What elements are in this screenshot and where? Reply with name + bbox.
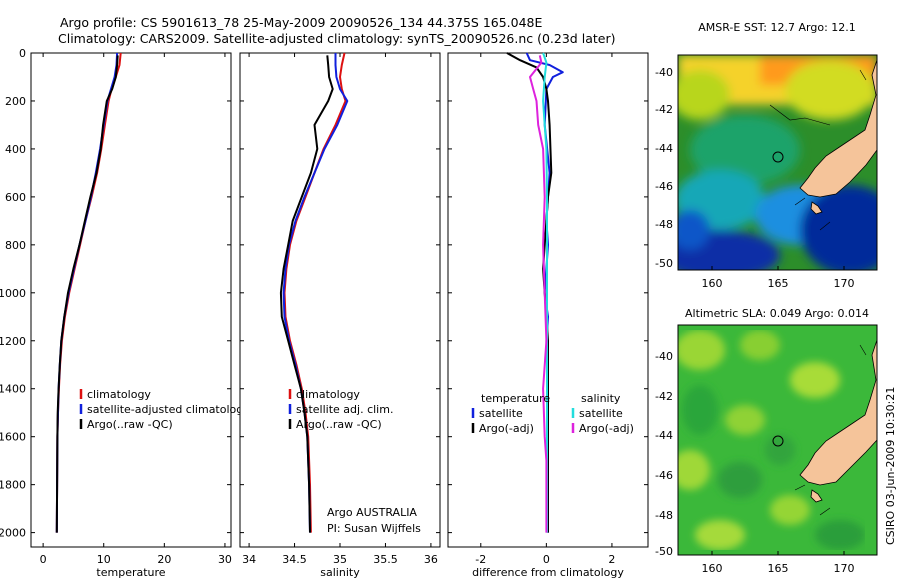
- x-tick-label: 30: [218, 553, 232, 566]
- sla-map-image: [678, 325, 877, 555]
- x-tick-label: 34: [242, 553, 256, 566]
- legend-label: satellite-adjusted climatology: [87, 403, 250, 416]
- legend-label: climatology: [296, 388, 360, 401]
- sla-ytick-m46: -46: [655, 469, 673, 482]
- legend-label: Argo(..raw -QC): [87, 418, 173, 431]
- sst-ytick-m44: -44: [655, 142, 673, 155]
- argo-float-marker-sla: [772, 435, 784, 447]
- legend-label: salinity: [581, 392, 621, 405]
- series-line-argo-raw-qc-: [279, 55, 334, 533]
- sst-ytick-m42: -42: [655, 103, 673, 116]
- y-tick-label: 800: [5, 239, 26, 252]
- sla-map-title: Altimetric SLA: 0.049 Argo: 0.014: [685, 307, 869, 320]
- x-tick-label: -2: [475, 553, 486, 566]
- sst-ytick-m50: -50: [655, 257, 673, 270]
- x-tick-label: 0: [40, 553, 47, 566]
- x-axis-label: temperature: [96, 566, 165, 579]
- salinity-profile-panel: 34 34.5 35 35.5 36 salinity climatology satelli…: [239, 52, 441, 579]
- x-tick-label: 35.5: [373, 553, 398, 566]
- sst-map-axes: 160 165 170 -40 -42 -44 -46 -48 -50: [655, 66, 854, 290]
- plot-area: [30, 52, 232, 548]
- y-tick-label: 2000: [0, 527, 26, 540]
- y-tick-label: 0: [19, 47, 26, 60]
- x-tick-label: 0: [543, 553, 550, 566]
- sla-ytick-m48: -48: [655, 509, 673, 522]
- sst-xtick-170: 170: [834, 277, 855, 290]
- credit-line2: PI: Susan Wijffels: [327, 522, 421, 535]
- sst-xtick-165: 165: [768, 277, 789, 290]
- y-tick-label: 1800: [0, 479, 26, 492]
- sst-ytick-m48: -48: [655, 218, 673, 231]
- sst-ytick-m46: -46: [655, 180, 673, 193]
- sla-xtick-170: 170: [834, 562, 855, 575]
- credit-line1: Argo AUSTRALIA: [327, 506, 417, 519]
- figure-title-line1: Argo profile: CS 5901613_78 25-May-2009 …: [60, 15, 543, 30]
- legend-label: temperature: [481, 392, 550, 405]
- series-line-argo-adj-: [529, 55, 548, 533]
- sla-ytick-m50: -50: [655, 545, 673, 558]
- y-tick-label: 400: [5, 143, 26, 156]
- side-timestamp: CSIRO 03-Jun-2009 10:30:21: [884, 387, 897, 545]
- sla-ytick-m42: -42: [655, 390, 673, 403]
- sla-ytick-m44: -44: [655, 429, 673, 442]
- temperature-profile-panel: 0 10 20 30 temperature 0 200 400 600 800 1000 1200 1…: [0, 47, 250, 579]
- x-tick-label: 2: [608, 553, 615, 566]
- argo-float-marker-sst: [772, 151, 784, 163]
- x-tick-label: 10: [97, 553, 111, 566]
- legend-label: satellite adj. clim.: [296, 403, 393, 416]
- legend-label: climatology: [87, 388, 151, 401]
- legend-label: satellite: [479, 407, 523, 420]
- x-tick-label: 34.5: [282, 553, 307, 566]
- y-tick-label: 600: [5, 191, 26, 204]
- sla-xtick-165: 165: [768, 562, 789, 575]
- x-tick-label: 35: [333, 553, 347, 566]
- legend-label: Argo(-adj): [579, 422, 634, 435]
- sla-xtick-160: 160: [702, 562, 723, 575]
- x-axis-label: difference from climatology: [472, 566, 624, 579]
- y-tick-label: 1200: [0, 335, 26, 348]
- y-tick-label: 1400: [0, 383, 26, 396]
- sst-map-title: AMSR-E SST: 12.7 Argo: 12.1: [698, 21, 856, 34]
- sst-xtick-160: 160: [702, 277, 723, 290]
- series-line-satellite: [542, 52, 548, 533]
- y-tick-label: 200: [5, 95, 26, 108]
- series-line-argo-raw-qc-: [55, 55, 119, 533]
- sla-ytick-m40: -40: [655, 350, 673, 363]
- legend-label: Argo(..raw -QC): [296, 418, 382, 431]
- plot-area: [239, 52, 441, 548]
- x-axis-label: salinity: [320, 566, 360, 579]
- y-tick-label: 1600: [0, 431, 26, 444]
- x-tick-label: 36: [424, 553, 438, 566]
- sst-map-image: [678, 55, 877, 270]
- legend-label: satellite: [579, 407, 623, 420]
- y-tick-label: 1000: [0, 287, 26, 300]
- x-tick-label: 20: [157, 553, 171, 566]
- figure-title-line2: Climatology: CARS2009. Satellite-adjuste…: [58, 31, 615, 46]
- legend-label: Argo(-adj): [479, 422, 534, 435]
- sst-ytick-m40: -40: [655, 66, 673, 79]
- sla-map-axes: 160 165 170 -40 -42 -44 -46 -48 -50: [655, 350, 854, 575]
